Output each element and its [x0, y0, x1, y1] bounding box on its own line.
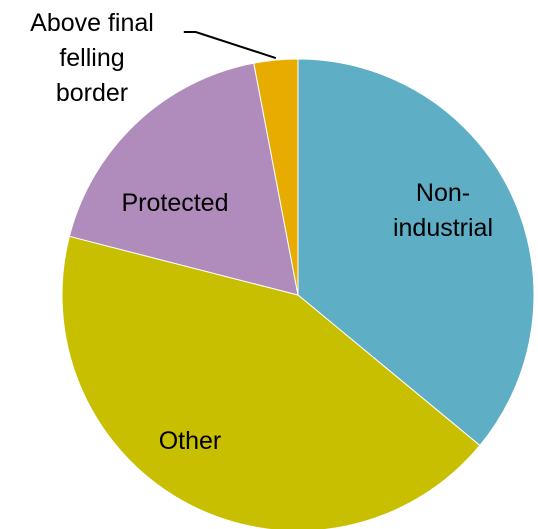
pie-slice-protected	[68, 62, 299, 296]
pie-slices	[61, 58, 535, 529]
pie-slice-non-industrial	[297, 58, 535, 447]
slice-label-protected: Protected	[121, 189, 228, 217]
slice-label-non-industrial: Non-industrial	[393, 179, 493, 242]
slice-label-other: Other	[159, 427, 222, 455]
pie-slice-above-final-felling-border	[253, 58, 299, 296]
callout-line	[183, 31, 277, 59]
slice-label-above-final-felling-border: Above final felling border	[30, 9, 154, 107]
pie-slice-other	[61, 235, 481, 529]
